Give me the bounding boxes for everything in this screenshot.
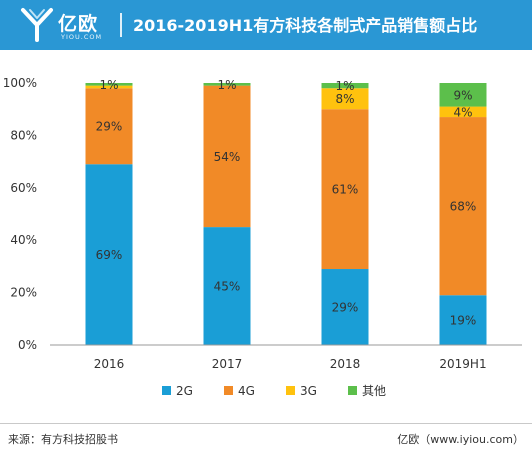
bar-value-label: 29% bbox=[96, 120, 123, 134]
legend-swatch bbox=[348, 386, 357, 395]
legend-label: 3G bbox=[300, 384, 317, 398]
bar-value-label: 54% bbox=[214, 150, 241, 164]
y-tick-label: 20% bbox=[10, 286, 37, 300]
header-divider bbox=[120, 13, 122, 37]
bar-segment bbox=[85, 164, 133, 345]
bar-segment bbox=[439, 106, 487, 118]
bar-segment bbox=[321, 269, 369, 345]
y-tick-label: 100% bbox=[3, 76, 37, 90]
legend-label: 2G bbox=[176, 384, 193, 398]
bar-value-label: 69% bbox=[96, 248, 123, 262]
bar-value-label: 1% bbox=[335, 79, 354, 93]
bar-segment bbox=[203, 83, 251, 86]
legend-swatch bbox=[224, 386, 233, 395]
legend-swatch bbox=[162, 386, 171, 395]
bar-value-label: 9% bbox=[453, 88, 472, 102]
brand-name: 亿欧 bbox=[58, 13, 99, 35]
bar-segment bbox=[321, 109, 369, 270]
bar-segment bbox=[203, 227, 251, 345]
x-tick-label: 2018 bbox=[330, 357, 361, 371]
bar-value-label: 68% bbox=[450, 200, 477, 214]
stacked-bar-chart: 0% 20% 40% 60% 80% 100% 69% 29% 1% 45% 54% 1% 29% 61… bbox=[3, 76, 522, 398]
footer-divider bbox=[0, 423, 532, 424]
y-tick-label: 80% bbox=[10, 128, 37, 142]
bar-value-label: 61% bbox=[332, 183, 359, 197]
x-tick-label: 2017 bbox=[212, 357, 243, 371]
bar-segment bbox=[321, 83, 369, 89]
bar-segment bbox=[85, 88, 133, 165]
legend-label: 其他 bbox=[362, 384, 386, 398]
bar-value-label: 4% bbox=[453, 105, 472, 119]
bar-segment bbox=[203, 85, 251, 228]
bar-segment bbox=[439, 295, 487, 345]
bar-segment bbox=[85, 83, 133, 86]
bar-segment bbox=[321, 88, 369, 110]
legend-label: 4G bbox=[238, 384, 255, 398]
y-tick-label: 60% bbox=[10, 181, 37, 195]
bar-value-label: 1% bbox=[99, 78, 118, 92]
bar-value-label: 1% bbox=[217, 78, 236, 92]
bar-segment bbox=[439, 83, 487, 107]
bar-value-label: 45% bbox=[214, 280, 241, 294]
bar-segment bbox=[439, 117, 487, 296]
header-banner: 亿欧 YIOU.COM 2016-2019H1有方科技各制式产品销售额占比 bbox=[0, 0, 532, 50]
x-tick-label: 2016 bbox=[94, 357, 125, 371]
source-note: 来源：有方科技招股书 bbox=[8, 433, 118, 446]
footer-brand: 亿欧（www.iyiou.com） bbox=[397, 433, 524, 446]
bar-segment bbox=[85, 85, 133, 89]
bar-value-label: 8% bbox=[335, 92, 354, 106]
x-tick-label: 2019H1 bbox=[439, 357, 486, 371]
bar-value-label: 19% bbox=[450, 314, 477, 328]
bar-value-label: 29% bbox=[332, 301, 359, 315]
chart-title: 2016-2019H1有方科技各制式产品销售额占比 bbox=[133, 16, 478, 35]
brand-subtitle: YIOU.COM bbox=[61, 33, 103, 41]
legend-swatch bbox=[286, 386, 295, 395]
yiou-logo-icon bbox=[21, 8, 53, 42]
y-tick-label: 0% bbox=[18, 338, 37, 352]
y-tick-label: 40% bbox=[10, 233, 37, 247]
